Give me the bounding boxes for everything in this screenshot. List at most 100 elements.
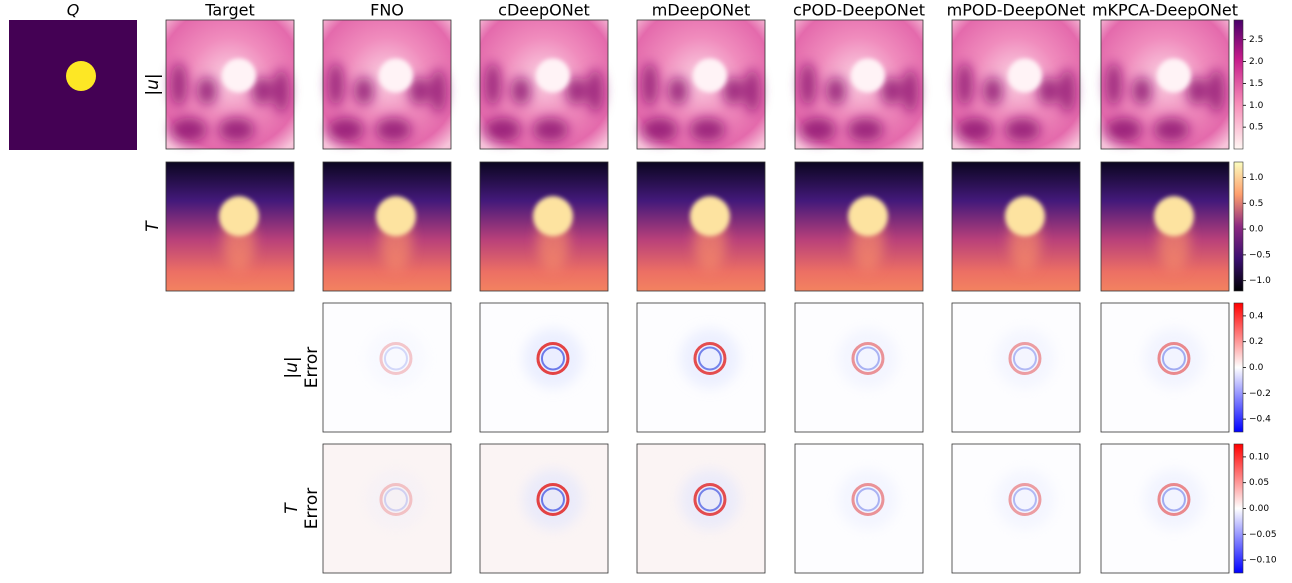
halo bbox=[523, 469, 583, 529]
colorbar-tick-label: 0.5 bbox=[1249, 199, 1263, 209]
lobe bbox=[957, 63, 973, 107]
obstacle bbox=[851, 58, 885, 92]
lobe bbox=[902, 69, 918, 113]
lobe bbox=[409, 77, 429, 105]
lobe bbox=[1038, 77, 1058, 105]
colorbar-tick-label: 0.0 bbox=[1249, 225, 1264, 235]
figure: Q Target FNO cDeepONet mDeepONet cPOD-DeepON… bbox=[0, 0, 1292, 579]
colorbar-tick-label: 0.5 bbox=[1249, 123, 1263, 133]
halo bbox=[1144, 328, 1204, 388]
lobe bbox=[1153, 118, 1189, 142]
lobe bbox=[642, 118, 678, 142]
colorbar-tick-label: 0.0 bbox=[1249, 363, 1264, 373]
hot-spot bbox=[848, 196, 888, 236]
lobe bbox=[1187, 77, 1207, 105]
colorbar-tick-label: 1.5 bbox=[1249, 79, 1263, 89]
error-panel bbox=[637, 444, 765, 573]
lobe bbox=[171, 63, 187, 107]
colorbar-tick-label: 1.0 bbox=[1249, 101, 1264, 111]
lobe bbox=[689, 118, 725, 142]
lobe bbox=[587, 69, 603, 113]
lobe bbox=[744, 69, 760, 113]
error-panel bbox=[323, 303, 451, 432]
lobe bbox=[1106, 118, 1142, 142]
lobe bbox=[430, 69, 446, 113]
error-panel bbox=[480, 444, 608, 573]
error-panel bbox=[480, 303, 608, 432]
error-panel bbox=[637, 303, 765, 432]
lobe bbox=[847, 118, 883, 142]
column-title: cPOD-DeepONet bbox=[793, 1, 925, 20]
halo bbox=[995, 328, 1055, 388]
halo bbox=[366, 328, 426, 388]
column-title: FNO bbox=[370, 1, 404, 20]
obstacle bbox=[1157, 58, 1191, 92]
column-title: mKPCA-DeepONet bbox=[1092, 1, 1238, 20]
lobe bbox=[171, 118, 207, 142]
obstacle bbox=[693, 58, 727, 92]
obstacle bbox=[222, 58, 256, 92]
column-title: Target bbox=[204, 1, 255, 20]
obstacle bbox=[1008, 58, 1042, 92]
velocity-panel bbox=[795, 20, 923, 149]
lobe bbox=[273, 69, 289, 113]
temperature-panel bbox=[323, 162, 451, 291]
lobe bbox=[826, 77, 846, 105]
lobe bbox=[1106, 63, 1122, 107]
lobe bbox=[1059, 69, 1075, 113]
colorbar-tick-label: −0.5 bbox=[1249, 250, 1271, 260]
lobe bbox=[881, 77, 901, 105]
panel-title: Q bbox=[67, 1, 80, 20]
error-panel bbox=[795, 444, 923, 573]
lobe bbox=[218, 118, 254, 142]
lobe bbox=[800, 63, 816, 107]
colorbar-tick-label: −0.10 bbox=[1249, 556, 1277, 566]
velocity-panel bbox=[480, 20, 608, 149]
halo bbox=[680, 469, 740, 529]
row-label: Error bbox=[302, 347, 322, 388]
halo bbox=[1144, 469, 1204, 529]
colorbar-tick-label: 0.2 bbox=[1249, 337, 1263, 347]
colorbar-tick-label: 0.00 bbox=[1249, 504, 1269, 514]
halo bbox=[366, 469, 426, 529]
lobe bbox=[328, 63, 344, 107]
lobe bbox=[511, 77, 531, 105]
colorbar-tick-label: −1.0 bbox=[1249, 276, 1271, 286]
q-source bbox=[66, 61, 96, 91]
row-label: |u| bbox=[282, 356, 302, 378]
lobe bbox=[328, 118, 364, 142]
lobe bbox=[983, 77, 1003, 105]
lobe bbox=[566, 77, 586, 105]
hot-spot bbox=[690, 196, 730, 236]
row-label: T bbox=[143, 220, 163, 232]
column-title: mDeepONet bbox=[652, 1, 750, 20]
error-panel bbox=[1101, 444, 1229, 573]
column-title: cDeepONet bbox=[498, 1, 590, 20]
lobe bbox=[1132, 77, 1152, 105]
lobe bbox=[375, 118, 411, 142]
temperature-panel bbox=[480, 162, 608, 291]
obstacle bbox=[536, 58, 570, 92]
hot-spot bbox=[219, 196, 259, 236]
temperature-panel bbox=[795, 162, 923, 291]
velocity-panel bbox=[323, 20, 451, 149]
hot-spot bbox=[1154, 196, 1194, 236]
halo bbox=[995, 469, 1055, 529]
temperature-panel bbox=[1101, 162, 1229, 291]
hot-spot bbox=[1005, 196, 1045, 236]
colorbar-tick-label: −0.4 bbox=[1249, 415, 1271, 425]
halo bbox=[838, 469, 898, 529]
lobe bbox=[354, 77, 374, 105]
lobe bbox=[1004, 118, 1040, 142]
velocity-panel bbox=[166, 20, 294, 149]
colorbar bbox=[1234, 303, 1243, 432]
error-panel bbox=[952, 444, 1080, 573]
lobe bbox=[668, 77, 688, 105]
lobe bbox=[485, 63, 501, 107]
lobe bbox=[1208, 69, 1224, 113]
halo bbox=[680, 328, 740, 388]
error-panel bbox=[323, 444, 451, 573]
colorbar-tick-label: 0.05 bbox=[1249, 478, 1269, 488]
temperature-panel bbox=[952, 162, 1080, 291]
row-label: T bbox=[282, 502, 302, 514]
